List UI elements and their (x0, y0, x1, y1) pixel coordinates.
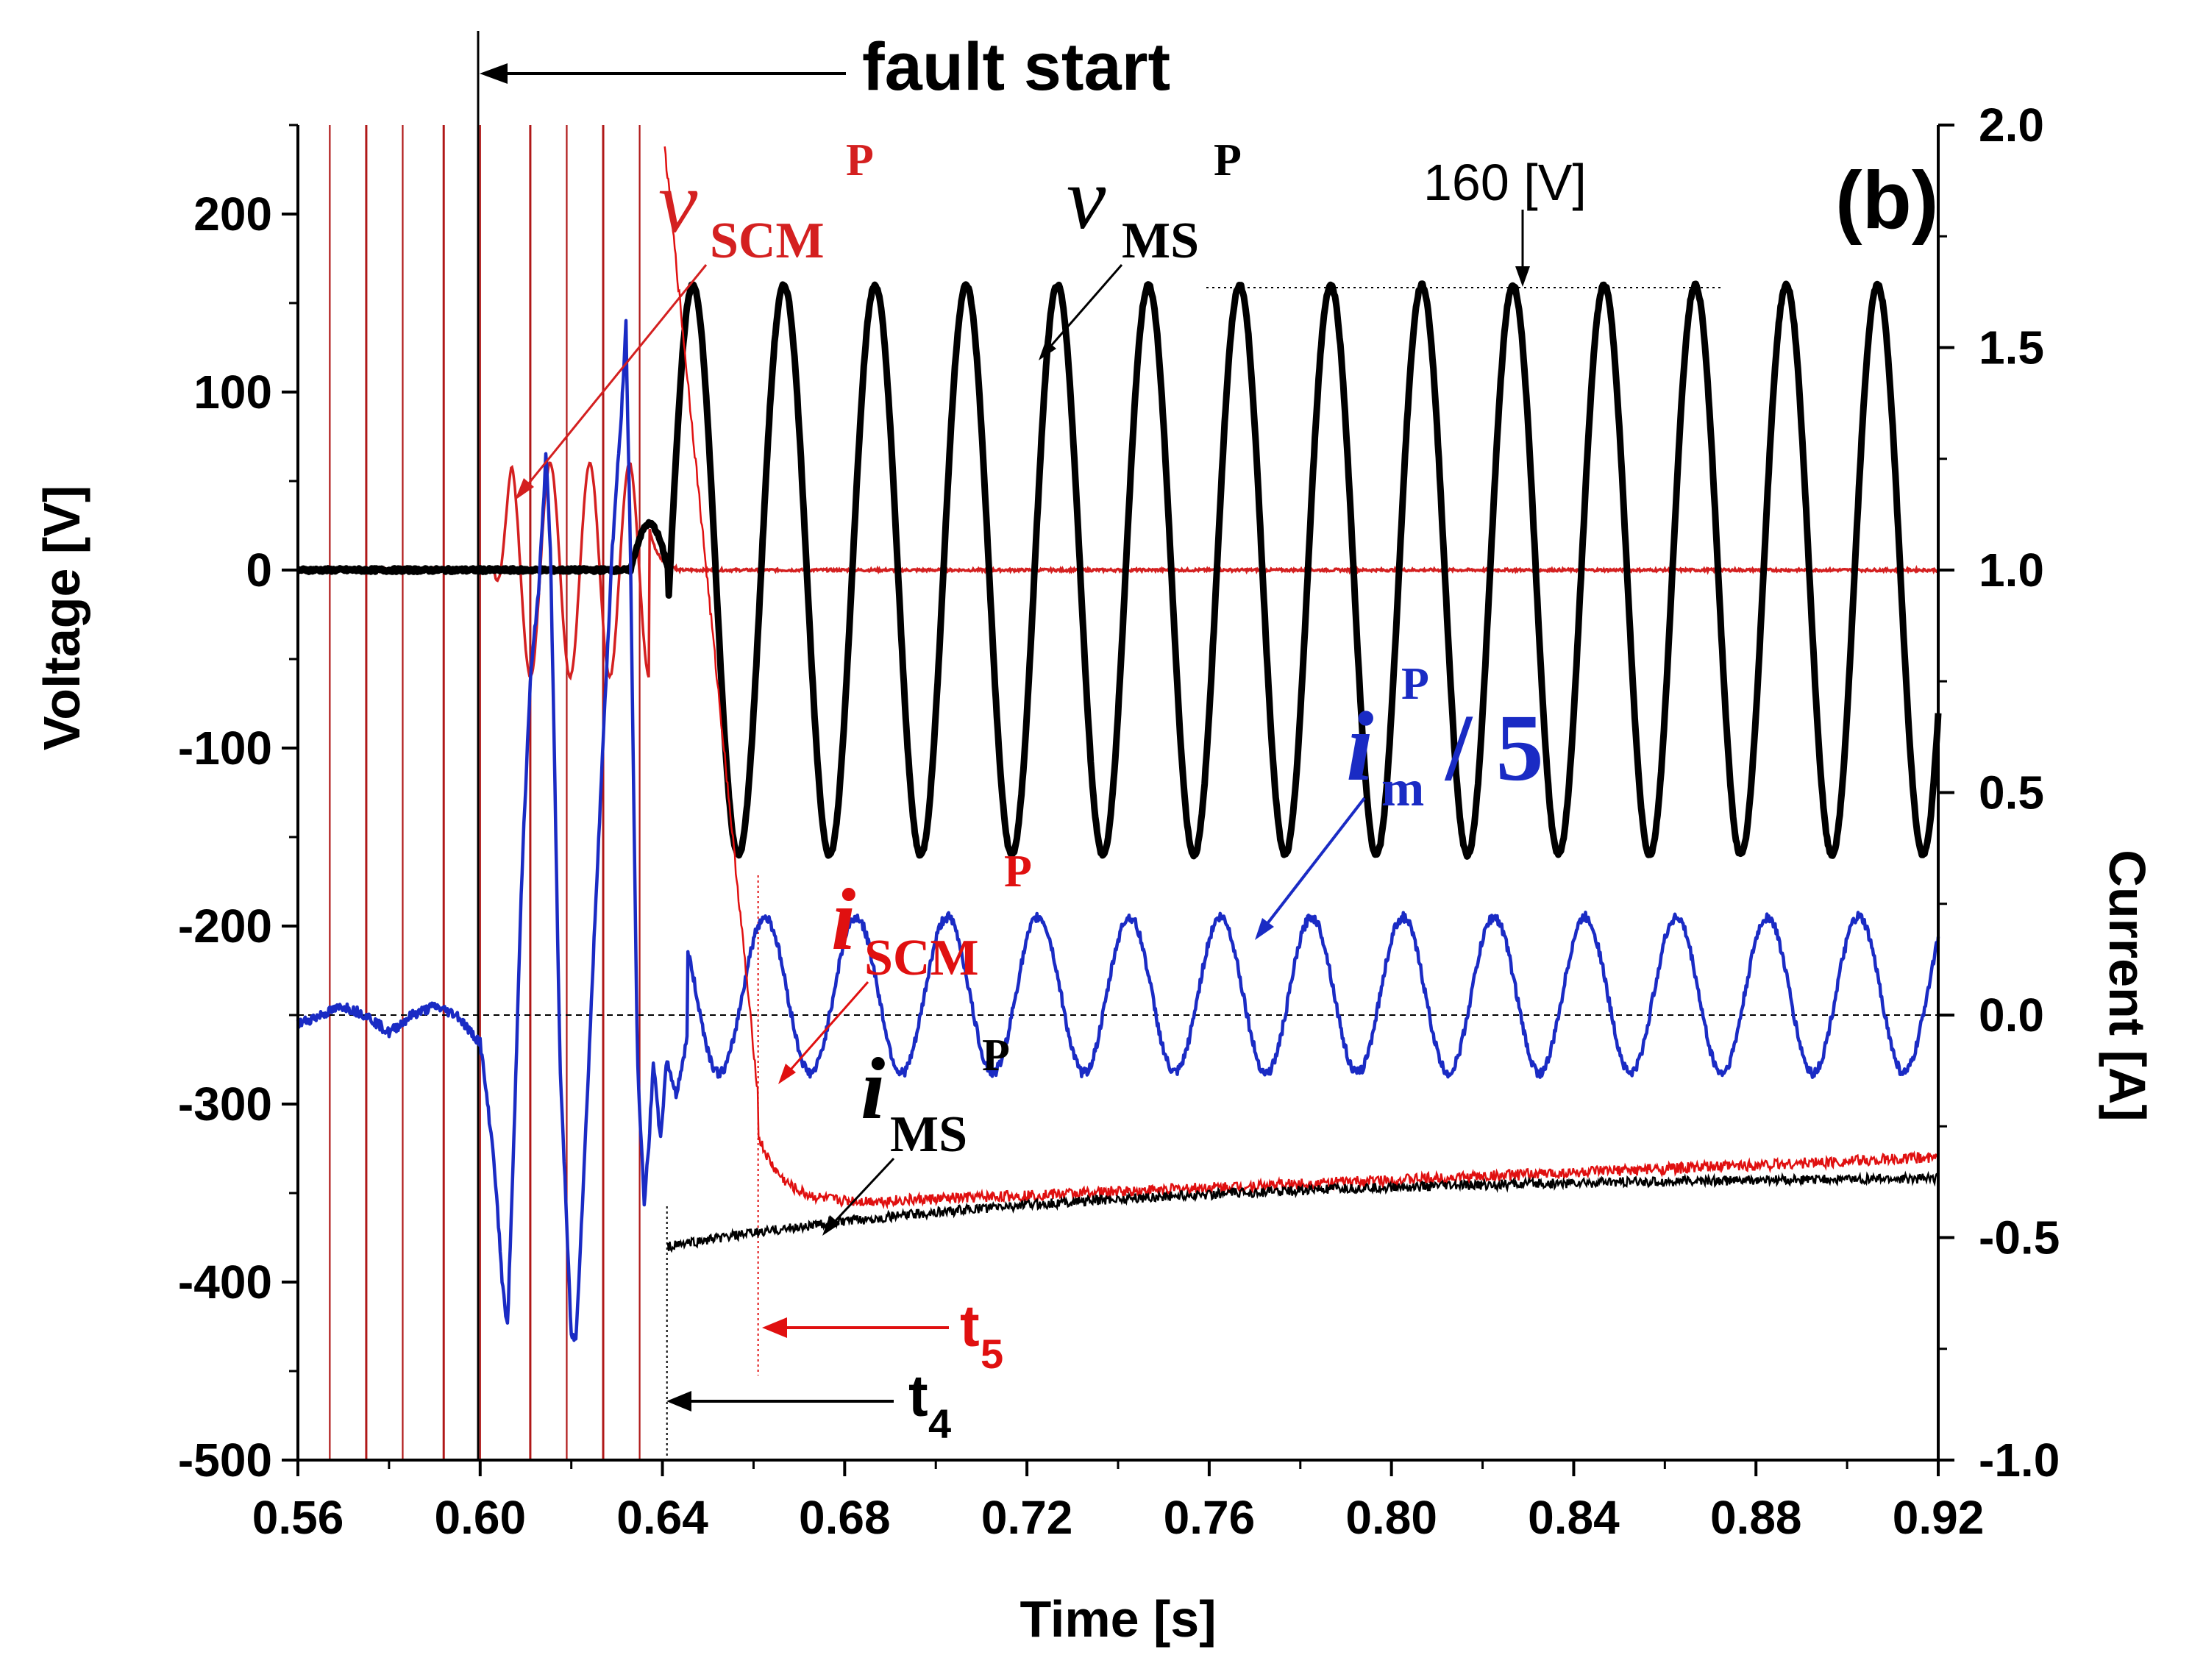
svg-text:t: t (908, 1363, 928, 1428)
y-right-tick-label: -1.0 (1979, 1434, 2060, 1487)
series-layer (295, 146, 1942, 1342)
i-scm-pointer-head (778, 1064, 796, 1084)
svg-text:P: P (982, 1031, 1010, 1081)
i-ms-series (666, 1170, 1940, 1253)
y-left-tick-label: 200 (193, 188, 272, 241)
svg-text:SCM: SCM (710, 213, 825, 269)
i-m-label: i m P / 5 (1346, 659, 1544, 817)
y-left-axis-title: Voltage [V] (33, 485, 90, 750)
y-right-tick-label: -0.5 (1979, 1211, 2060, 1264)
svg-text:MS: MS (890, 1106, 967, 1163)
x-tick-label: 0.84 (1528, 1491, 1620, 1544)
svg-text:SCM: SCM (864, 930, 979, 986)
x-tick-label: 0.92 (1893, 1491, 1985, 1544)
y-right-tick-label: 1.5 (1979, 321, 2044, 374)
svg-text:MS: MS (1122, 213, 1199, 269)
fault-start-label: fault start (862, 29, 1170, 104)
fault-start-arrowhead (480, 63, 508, 84)
i-m-pointer (1262, 797, 1366, 930)
x-tick-label: 0.56 (252, 1491, 344, 1544)
y-right-tick-label: 2.0 (1979, 99, 2044, 152)
svg-text:P: P (1214, 135, 1242, 185)
tick-labels: 0.56 0.60 0.64 0.68 0.72 0.76 0.80 0.84 0.88 0.92… (178, 99, 2060, 1544)
v-scm-pointer-head (515, 478, 534, 500)
x-tick-label: 0.76 (1164, 1491, 1256, 1544)
x-tick-label: 0.88 (1710, 1491, 1802, 1544)
y-right-tick-label: 0.5 (1979, 766, 2044, 819)
i-ms-label: i MS P (861, 1031, 1010, 1163)
svg-text:P: P (1401, 659, 1429, 709)
y-right-tick-label: 0.0 (1979, 989, 2044, 1042)
y-left-tick-label: 0 (246, 544, 272, 597)
t4-arrowhead (666, 1391, 691, 1412)
i-m-pointer-head (1255, 918, 1274, 940)
svg-text:v: v (1067, 149, 1106, 247)
svg-text:i: i (1346, 692, 1374, 802)
panel-label: (b) (1835, 155, 1938, 246)
v-scm-series (297, 461, 1940, 681)
y-left-tick-label: -400 (178, 1256, 272, 1309)
y-left-tick-label: -500 (178, 1434, 272, 1487)
y-right-axis-title: Current [A] (2099, 850, 2156, 1121)
i-scm-series (663, 146, 1939, 1210)
x-tick-label: 0.64 (616, 1491, 708, 1544)
svg-text:t: t (960, 1293, 980, 1359)
i-scm-pointer (784, 981, 869, 1076)
x-tick-label: 0.60 (434, 1491, 526, 1544)
t5-arrowhead (762, 1317, 787, 1338)
y-left-tick-label: -200 (178, 900, 272, 953)
v-scm-label: v SCM P (658, 135, 874, 269)
svg-text:i: i (831, 870, 855, 968)
svg-text:/ 5: / 5 (1444, 695, 1544, 801)
x-tick-label: 0.80 (1345, 1491, 1437, 1544)
y-left-tick-label: -300 (178, 1078, 272, 1131)
x-tick-label: 0.68 (799, 1491, 891, 1544)
x-axis-title: Time [s] (1020, 1590, 1216, 1648)
i-m-series (296, 318, 1940, 1342)
i-scm-label: i SCM P (831, 847, 1032, 986)
svg-text:4: 4 (928, 1400, 951, 1447)
y-left-tick-label: 100 (193, 366, 272, 419)
switching-lines (329, 125, 641, 1460)
y-right-tick-label: 1.0 (1979, 544, 2044, 597)
svg-text:v: v (658, 153, 698, 251)
peak-voltage-label: 160 [V] (1423, 154, 1587, 211)
t5-label: t 5 (960, 1293, 1003, 1377)
t4-label: t 4 (908, 1363, 951, 1447)
svg-text:i: i (861, 1039, 885, 1137)
x-tick-label: 0.72 (981, 1491, 1073, 1544)
v-ms-pointer-head (1039, 340, 1056, 360)
reference-lines (298, 31, 1938, 1460)
i-ms-pointer (828, 1157, 895, 1228)
v-ms-pointer (1045, 264, 1123, 352)
i-ms-pointer-head (822, 1215, 840, 1236)
svg-text:m: m (1381, 761, 1424, 817)
v-scm-pointer (521, 264, 708, 492)
peak-voltage-arrowhead (1515, 266, 1530, 287)
v-ms-label: v MS P (1067, 135, 1242, 269)
y-left-tick-label: -100 (178, 722, 272, 775)
axes (282, 124, 1954, 1476)
v-ms-series (295, 280, 1942, 860)
svg-text:P: P (1004, 847, 1032, 897)
svg-text:5: 5 (981, 1331, 1003, 1377)
svg-text:P: P (846, 135, 874, 185)
